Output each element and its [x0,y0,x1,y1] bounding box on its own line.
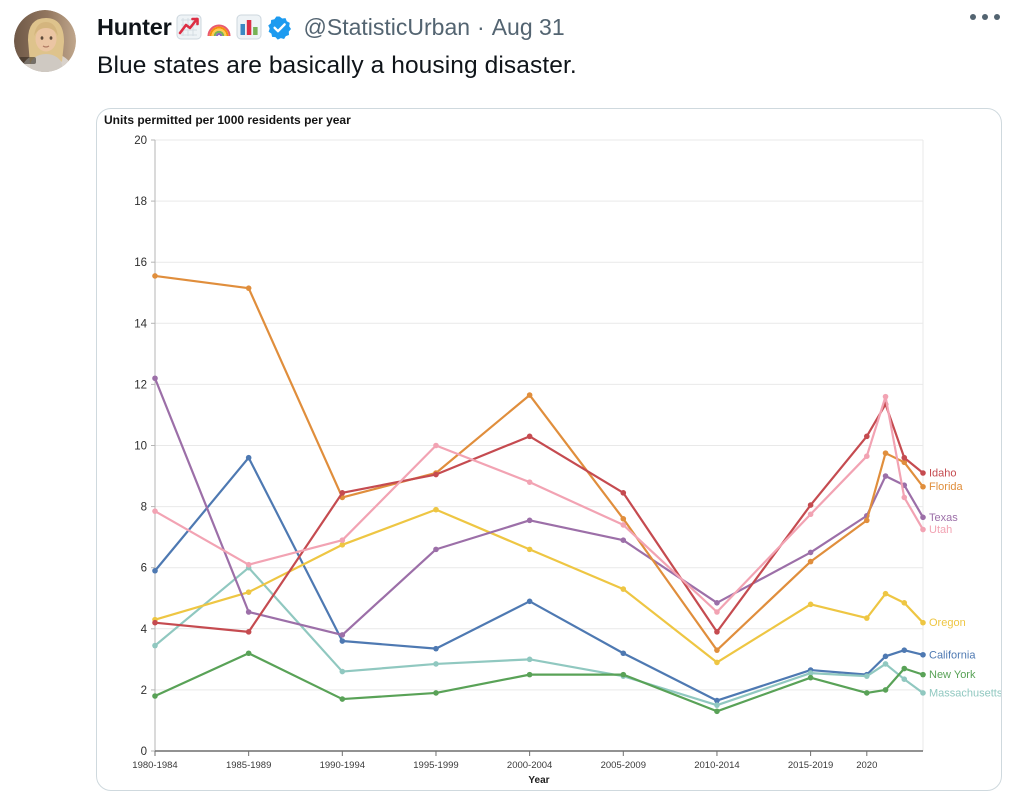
svg-text:1985-1989: 1985-1989 [226,760,271,771]
svg-text:4: 4 [141,624,148,636]
series-label-utah: Utah [929,524,952,536]
series-label-idaho: Idaho [929,467,957,479]
avatar[interactable] [14,10,76,72]
tweet-text: Blue states are basically a housing disa… [97,52,577,79]
series-texas: Texas [152,375,958,638]
svg-text:1980-1984: 1980-1984 [132,760,177,771]
series-oregon: Oregon [152,506,966,666]
svg-text:16: 16 [134,257,147,269]
svg-text:1995-1999: 1995-1999 [413,760,458,771]
svg-text:2020: 2020 [856,760,877,771]
series-idaho: Idaho [152,401,957,635]
display-name[interactable]: Hunter [97,13,172,40]
x-axis-label: Year [528,775,549,786]
series-label-florida: Florida [929,481,964,493]
series-california: California [152,454,976,704]
verified-badge-icon [267,15,292,40]
series-label-california: California [929,649,976,661]
svg-text:2000-2004: 2000-2004 [507,760,552,771]
svg-text:12: 12 [134,379,147,391]
svg-text:1990-1994: 1990-1994 [320,760,365,771]
line-chart: 0 2 4 6 8 10 12 14 16 18 20 1980-1984 1985-1989 1990-… [104,113,1001,786]
svg-text:14: 14 [134,318,147,330]
x-axis: 1980-1984 1985-1989 1990-1994 1995-1999 2000… [132,750,923,786]
bar-chart-icon [236,14,262,40]
series-label-texas: Texas [929,512,958,524]
svg-text:0: 0 [141,746,147,758]
series-label-new-york: New York [929,669,976,681]
series-utah: Utah [152,393,952,615]
svg-text:2015-2019: 2015-2019 [788,760,833,771]
y-axis: 0 2 4 6 8 10 12 14 16 18 20 [134,135,156,758]
tweet: Hunter [97,12,1007,80]
svg-text:20: 20 [134,135,147,147]
svg-text:10: 10 [134,441,147,453]
rainbow-icon [206,14,232,40]
gridlines [155,139,924,751]
svg-text:2005-2009: 2005-2009 [601,760,646,771]
timestamp[interactable]: Aug 31 [491,13,565,40]
svg-text:6: 6 [141,563,147,575]
svg-text:8: 8 [141,502,147,514]
chart-card[interactable]: 0 2 4 6 8 10 12 14 16 18 20 1980-1984 1985-1989 1990-… [96,108,1002,791]
series-label-massachusetts: Massachusetts [929,687,1001,699]
svg-text:2: 2 [141,685,147,697]
svg-text:18: 18 [134,196,147,208]
more-icon[interactable] [966,10,1004,24]
series-label-oregon: Oregon [929,617,966,629]
chart-increasing-icon [176,14,202,40]
series-massachusetts: Massachusetts [152,564,1001,708]
series-new-york: New York [152,650,976,715]
separator-dot: · [477,13,485,40]
chart-title: Units permitted per 1000 residents per y… [104,113,351,127]
avatar-photo [14,10,76,72]
handle[interactable]: @StatisticUrban [303,13,471,40]
tweet-header: Hunter [97,12,1007,42]
svg-text:2010-2014: 2010-2014 [694,760,739,771]
